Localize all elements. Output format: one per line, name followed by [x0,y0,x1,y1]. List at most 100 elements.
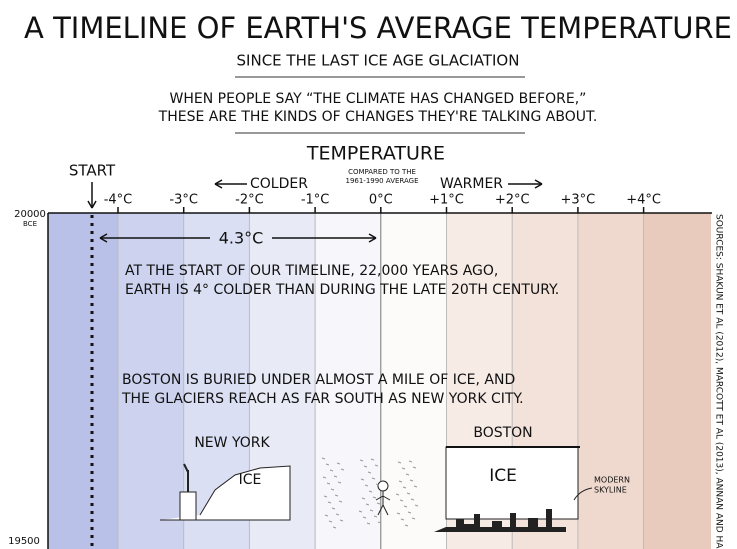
arrow-head [87,200,97,209]
difference-label: 4.3°C [219,229,264,248]
x-tick-label: 0°C [369,193,393,208]
warmer-label: WARMER [440,176,503,192]
arrow-head [534,179,543,189]
snow [396,512,401,515]
x-tick-label: -3°C [169,193,198,208]
title: A TIMELINE OF EARTH'S AVERAGE TEMPERATUR… [24,11,732,45]
band [380,213,447,549]
intro-line: WHEN PEOPLE SAY “THE CLIMATE HAS CHANGED… [170,91,587,107]
snow [402,486,407,489]
snow [337,481,342,484]
snow [403,505,408,508]
snow [397,461,402,464]
snow [367,471,372,474]
scene-label: BOSTON [473,425,532,441]
snow [364,484,369,487]
snow [399,499,404,502]
arrow-head [99,233,377,243]
skyline [434,509,566,532]
scene-label: MODERN [594,476,630,485]
snow [414,504,419,507]
x-tick-label: -1°C [301,193,330,208]
note-line: BOSTON IS BURIED UNDER ALMOST A MILE OF … [122,372,515,388]
snow [322,476,327,479]
note-line: AT THE START OF OUR TIMELINE, 22,000 YEA… [125,263,498,279]
year-label: 19500 [8,536,40,547]
snow [336,462,341,465]
snow [358,510,363,513]
snow [375,483,380,486]
band [118,213,184,549]
snow [332,526,337,529]
axis-note: COMPARED TO THE [348,168,416,176]
scene-label: ICE [489,466,517,486]
snow [376,502,381,505]
snow [372,496,377,499]
x-tick-label: +4°C [626,193,661,208]
snow [334,494,339,497]
snow [366,522,371,525]
snow [411,517,416,520]
statue [183,463,189,492]
start-label: START [69,162,116,180]
x-tick-label: -2°C [235,193,264,208]
snow [413,485,418,488]
snow [329,469,334,472]
snow [338,500,343,503]
band [315,213,381,549]
band [643,213,711,549]
snow [363,465,368,468]
intro-line: THESE ARE THE KINDS OF CHANGES THEY'RE T… [158,109,598,125]
band [48,213,118,549]
snow [406,492,411,495]
year-era: BCE [23,220,37,228]
scene-label: ICE [239,472,262,488]
glacier [160,465,291,521]
snow [331,507,336,510]
snow [395,493,400,496]
snow [410,498,415,501]
snow [407,511,412,514]
snow [374,464,379,467]
subtitle: SINCE THE LAST ICE AGE GLACIATION [237,52,520,70]
snow [377,521,382,524]
snow [368,490,373,493]
figure-head [377,480,389,492]
snow [333,475,338,478]
year-label: 20000 [14,209,46,220]
x-tick-label: +2°C [495,193,530,208]
x-tick-label: -4°C [104,193,133,208]
snow [400,518,405,521]
note-line: EARTH IS 4° COLDER THAN DURING THE LATE … [125,282,559,298]
snow [325,463,330,466]
scene-label: NEW YORK [194,435,270,451]
band [577,213,644,549]
sources: SOURCES: SHAKUN ET AL (2012), MARCOTT ET… [714,214,724,549]
snow [405,473,410,476]
snow [409,479,414,482]
snow [362,516,367,519]
scene-label: SKYLINE [594,486,627,495]
snow [373,515,378,518]
snow [361,497,366,500]
note-line: THE GLACIERS REACH AS FAR SOUTH AS NEW Y… [121,391,524,407]
snow [404,524,409,527]
snow [340,468,345,471]
x-tick-label: +1°C [429,193,464,208]
snow [339,519,344,522]
statue-base [179,491,197,521]
snow [328,520,333,523]
snow [412,466,417,469]
snow [335,513,340,516]
pointer [573,487,593,501]
snow [371,477,376,480]
snow [359,459,364,462]
snow [365,503,370,506]
snow [398,480,403,483]
snow [327,501,332,504]
snow [369,509,374,512]
colder-label: COLDER [250,176,308,192]
figure [375,491,391,516]
axis-heading: TEMPERATURE [306,143,445,165]
